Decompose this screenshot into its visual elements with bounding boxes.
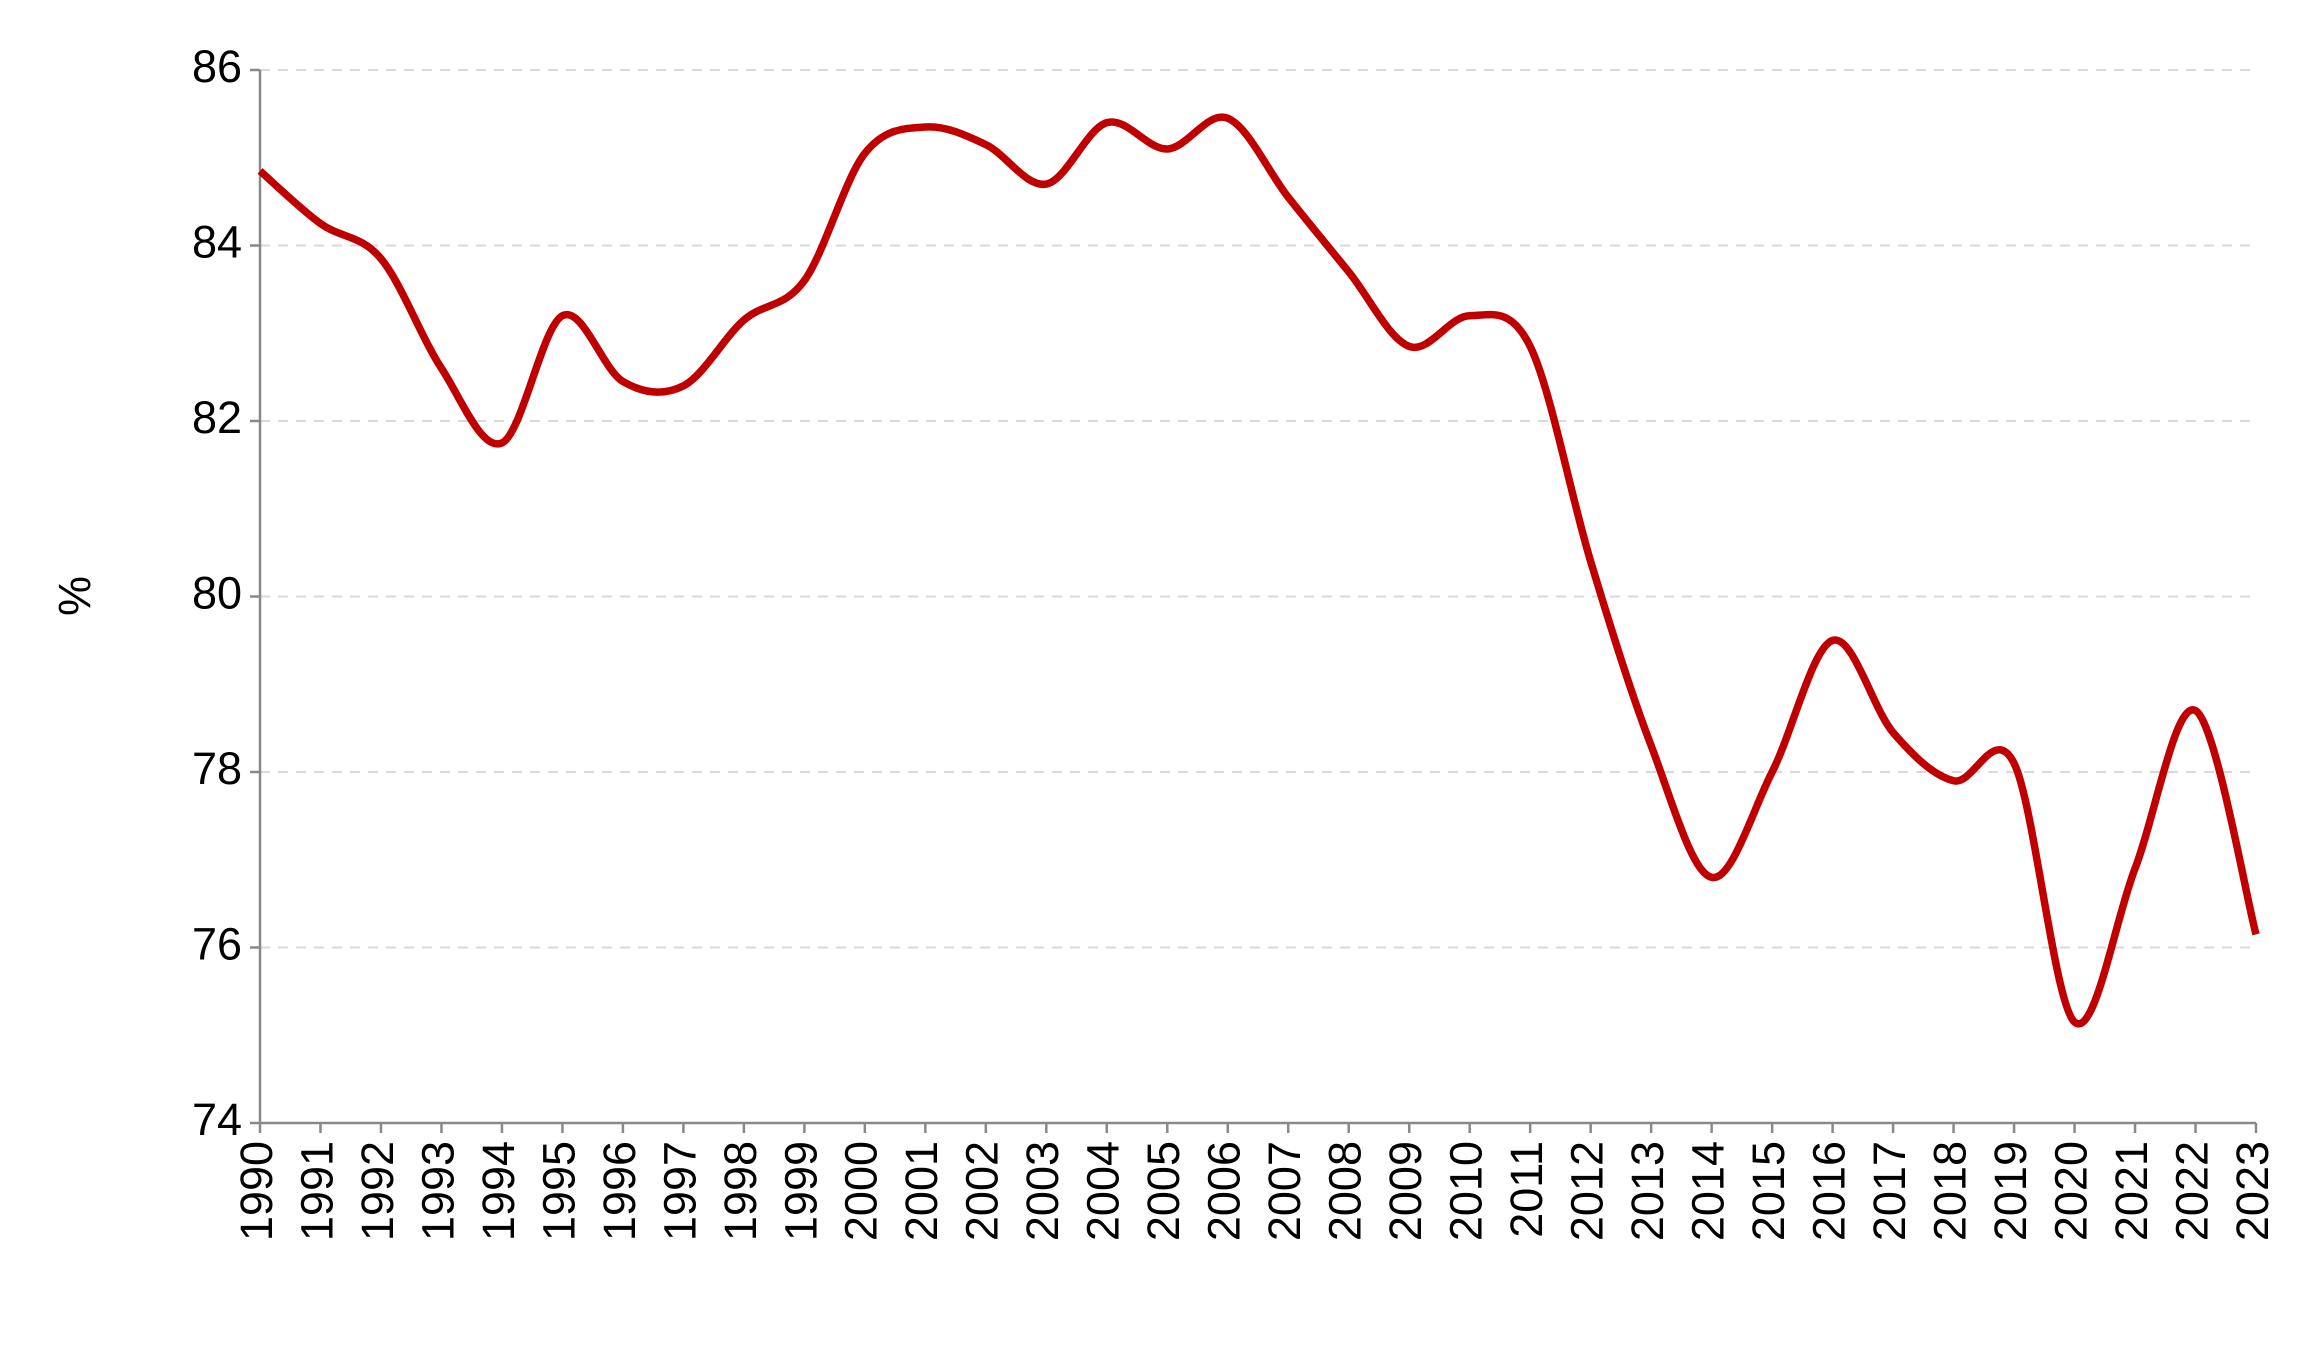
- x-tick-label: 1992: [352, 1141, 403, 1241]
- y-tick-label: 78: [192, 743, 242, 794]
- x-tick-label: 1998: [715, 1141, 766, 1241]
- x-tick-label: 2016: [1803, 1141, 1854, 1241]
- x-tick-label: 2018: [1924, 1141, 1975, 1241]
- x-tick-label: 1995: [533, 1141, 584, 1241]
- x-tick-label: 2014: [1683, 1141, 1734, 1241]
- x-tick-label: 1990: [231, 1141, 282, 1241]
- y-axis-label: %: [49, 576, 100, 616]
- x-tick-label: 2006: [1199, 1141, 1250, 1241]
- y-tick-label: 80: [192, 567, 242, 618]
- x-tick-label: 2002: [957, 1141, 1008, 1241]
- x-tick-label: 2004: [1078, 1141, 1129, 1241]
- x-tick-label: 1999: [775, 1141, 826, 1241]
- x-tick-label: 2001: [896, 1141, 947, 1241]
- x-tick-label: 2000: [836, 1141, 887, 1241]
- x-tick-label: 2013: [1622, 1141, 1673, 1241]
- x-tick-label: 2021: [2106, 1141, 2157, 1241]
- x-tick-label: 2005: [1138, 1141, 1189, 1241]
- x-tick-label: 2010: [1441, 1141, 1492, 1241]
- x-tick-label: 2023: [2227, 1141, 2278, 1241]
- x-tick-label: 1991: [291, 1141, 342, 1241]
- y-tick-label: 74: [192, 1094, 242, 1145]
- y-tick-label: 86: [192, 41, 242, 92]
- x-tick-label: 2009: [1380, 1141, 1431, 1241]
- x-tick-label: 2020: [2045, 1141, 2096, 1241]
- x-tick-label: 2017: [1864, 1141, 1915, 1241]
- x-tick-label: 2003: [1017, 1141, 1068, 1241]
- x-tick-label: 2011: [1501, 1141, 1552, 1238]
- x-tick-label: 2022: [2166, 1141, 2217, 1241]
- x-tick-label: 2019: [1985, 1141, 2036, 1241]
- x-tick-label: 1996: [594, 1141, 645, 1241]
- x-tick-label: 2007: [1259, 1141, 1310, 1241]
- data-line: [257, 113, 2260, 1028]
- y-tick-label: 82: [192, 392, 242, 443]
- x-tick-label: 1997: [654, 1141, 705, 1241]
- y-tick-label: 76: [192, 918, 242, 969]
- x-tick-label: 2015: [1743, 1141, 1794, 1241]
- y-tick-label: 84: [192, 216, 242, 267]
- x-tick-label: 1994: [473, 1141, 524, 1241]
- x-tick-label: 2012: [1562, 1141, 1613, 1241]
- x-tick-label: 2008: [1320, 1141, 1371, 1241]
- x-tick-label: 1993: [412, 1141, 463, 1241]
